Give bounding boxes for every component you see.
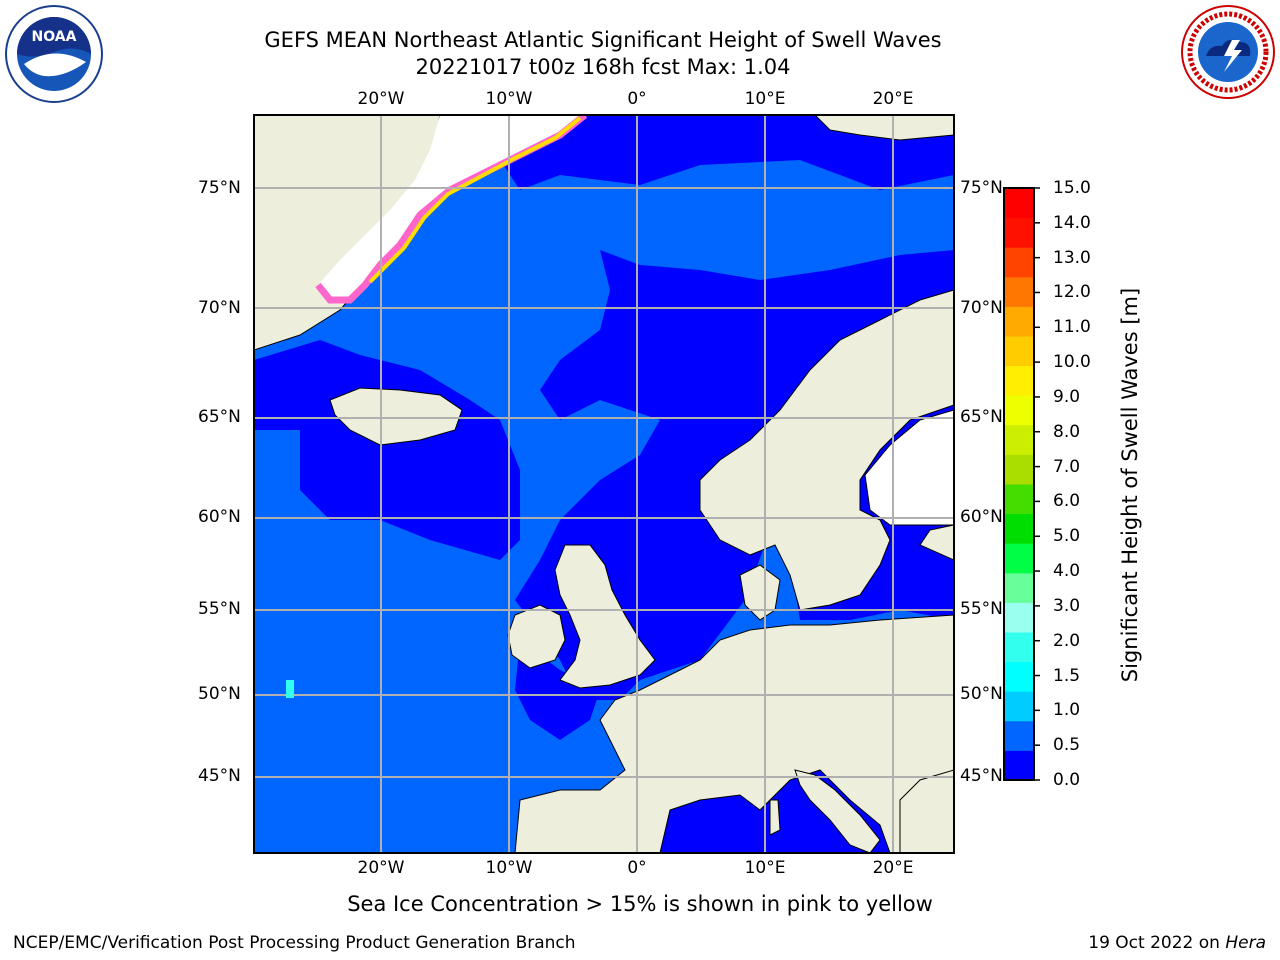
land-great-britain — [554, 544, 656, 689]
map-gridlines — [254, 115, 954, 853]
svg-text:NOAA: NOAA — [32, 29, 77, 45]
colorbar-band — [1004, 513, 1034, 544]
colorbar-band — [1004, 602, 1034, 633]
land-scandinavia — [699, 289, 954, 611]
lon-tick-top-10w: 10°W — [485, 89, 533, 109]
colorbar-band — [1004, 720, 1034, 751]
sea-ice-note: Sea Ice Concentration > 15% is shown in … — [347, 892, 933, 916]
nws-logo — [1181, 5, 1275, 99]
colorbar-band — [1004, 572, 1034, 603]
colorbar-band — [1004, 336, 1034, 367]
colorbar-frame — [1003, 187, 1035, 781]
lat-tick-right-60n: 60°N — [960, 507, 1003, 527]
lon-tick-top-20e: 20°E — [872, 89, 914, 109]
colorbar-tick-label: 2.0 — [1053, 630, 1081, 651]
colorbar — [1004, 187, 1040, 781]
colorbar-band — [1004, 247, 1034, 278]
map-frame — [253, 114, 955, 854]
lat-tick-right-50n: 50°N — [960, 684, 1003, 704]
colorbar-tick-label: 3.0 — [1053, 595, 1081, 616]
colorbar-tick-label: 1.5 — [1053, 665, 1081, 686]
colorbar-band — [1004, 543, 1034, 574]
colorbar-band — [1004, 306, 1034, 337]
colorbar-band — [1004, 365, 1034, 396]
lat-tick-left-45n: 45°N — [198, 766, 241, 786]
colorbar-tick-label: 6.0 — [1053, 491, 1081, 512]
footer-producer: NCEP/EMC/Verification Post Processing Pr… — [13, 933, 576, 953]
noaa-logo: NOAA — [5, 5, 103, 103]
swell-high-spot — [286, 680, 294, 698]
lon-tick-bottom-0: 0° — [627, 858, 647, 878]
lon-tick-bottom-20w: 20°W — [357, 858, 405, 878]
land-iceland — [329, 387, 463, 446]
land-europe — [514, 614, 954, 853]
colorbar-band — [1004, 484, 1034, 515]
land-corsica — [769, 799, 781, 836]
colorbar-tick-label: 0.0 — [1053, 770, 1081, 790]
colorbar-band — [1004, 188, 1034, 219]
colorbar-tick-label: 9.0 — [1053, 386, 1081, 407]
colorbar-tick-label: 11.0 — [1053, 317, 1091, 338]
lat-tick-left-60n: 60°N — [198, 507, 241, 527]
colorbar-label-text: Significant Height of Swell Waves [m] — [1118, 287, 1142, 683]
chart-title: GEFS MEAN Northeast Atlantic Significant… — [264, 28, 942, 52]
colorbar-tick-label: 12.0 — [1053, 282, 1091, 303]
sea-ice-fringe-yellow — [368, 116, 582, 284]
chart-subtitle: 20221017 t00z 168h fcst Max: 1.04 — [415, 55, 791, 79]
colorbar-band — [1004, 217, 1034, 248]
colorbar-tick-label: 13.0 — [1053, 247, 1091, 268]
colorbar-tick-label: 8.0 — [1053, 421, 1081, 442]
colorbar-band — [1004, 454, 1034, 485]
footer-date: 19 Oct 2022 on Hera — [1088, 933, 1266, 953]
colorbar-tick-label: 5.0 — [1053, 526, 1081, 547]
lat-tick-left-50n: 50°N — [198, 684, 241, 704]
land-finland-east — [919, 524, 954, 561]
colorbar-label: Significant Height of Swell Waves [m] — [1117, 288, 1143, 682]
lat-tick-right-75n: 75°N — [960, 178, 1003, 198]
lon-tick-top-20w: 20°W — [357, 89, 405, 109]
lat-tick-left-70n: 70°N — [198, 298, 241, 318]
footer-date-text: 19 Oct 2022 on — [1088, 933, 1226, 953]
ocean-low-swell-iceland — [254, 340, 520, 560]
lon-tick-top-0: 0° — [627, 89, 647, 109]
colorbar-band — [1004, 661, 1034, 692]
lat-tick-right-45n: 45°N — [960, 766, 1003, 786]
lat-tick-left-55n: 55°N — [198, 599, 241, 619]
colorbar-band — [1004, 424, 1034, 455]
colorbar-band — [1004, 750, 1034, 781]
colorbar-tick-label: 10.0 — [1053, 352, 1091, 373]
land-italy — [794, 769, 881, 853]
lat-tick-right-70n: 70°N — [960, 298, 1003, 318]
colorbar-band — [1004, 276, 1034, 307]
land-svalbard — [814, 115, 954, 141]
colorbar-band — [1004, 395, 1034, 426]
footer-host: Hera — [1225, 933, 1266, 953]
colorbar-band — [1004, 632, 1034, 663]
colorbar-tick-label: 14.0 — [1053, 212, 1091, 233]
lon-tick-top-10e: 10°E — [744, 89, 786, 109]
colorbar-tick-label: 0.5 — [1053, 735, 1081, 756]
ocean-low-swell-north — [500, 115, 954, 190]
colorbar-band — [1004, 691, 1034, 722]
land-balkans — [899, 769, 954, 853]
land-ice-bothnia — [864, 409, 954, 526]
lat-tick-right-65n: 65°N — [960, 407, 1003, 427]
lat-tick-right-55n: 55°N — [960, 599, 1003, 619]
lon-tick-bottom-20e: 20°E — [872, 858, 914, 878]
lat-tick-left-65n: 65°N — [198, 407, 241, 427]
lon-tick-bottom-10e: 10°E — [744, 858, 786, 878]
sea-ice-edge — [318, 115, 585, 300]
colorbar-tick-label: 15.0 — [1053, 178, 1091, 198]
colorbar-tick-label: 7.0 — [1053, 456, 1081, 477]
colorbar-tick-label: 4.0 — [1053, 561, 1081, 582]
lat-tick-left-75n: 75°N — [198, 178, 241, 198]
colorbar-tick-label: 1.0 — [1053, 700, 1081, 721]
lon-tick-bottom-10w: 10°W — [485, 858, 533, 878]
